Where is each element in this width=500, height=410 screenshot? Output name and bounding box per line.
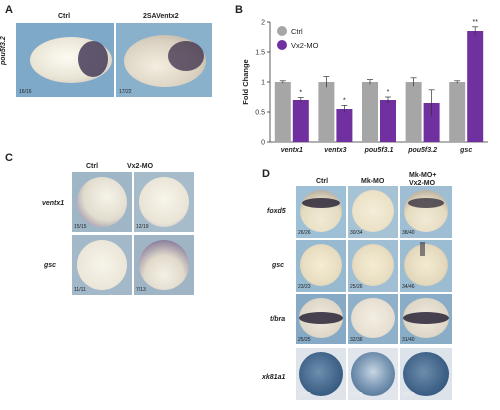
panel-c-image-ventx1-ctrl: 15/15: [72, 172, 132, 232]
panel-c-image-gsc-vx2mo: 7/13: [134, 235, 194, 295]
panel-d-gene-tbra: t/bra: [270, 316, 286, 323]
panel-d-image-tbra-ctrl: 25/25: [296, 294, 346, 344]
legend-label-ctrl: Ctrl: [291, 27, 303, 36]
panel-d-count-foxd5-ctrl: 26/26: [298, 230, 311, 236]
y-tick-label: 1: [261, 80, 265, 87]
y-tick-label: 1.5: [255, 50, 265, 57]
fold-change-chart: 0 0.5 1 1.5 2 Fold Change * ventx1 * ventx3 * pou5f…: [241, 19, 488, 154]
panel-d-count-tbra-mkmo-vx2mo: 31/40: [402, 337, 415, 343]
significance-mark: **: [472, 19, 478, 26]
x-category-label: pou5f3.2: [407, 147, 437, 154]
panel-d-letter: D: [262, 168, 270, 180]
panel-a-count-ctrl: 16/16: [19, 89, 32, 95]
x-category-label: ventx3: [324, 147, 346, 154]
panel-d-col-label-vx2mo: Vx2-MO: [409, 180, 436, 187]
panel-a-col-label-2saventx2: 2SAVentx2: [143, 13, 179, 20]
bar-vx2mo: [423, 103, 440, 142]
panel-d-image-foxd5-ctrl: 26/26: [296, 186, 346, 238]
panel-d-col-label-ctrl: Ctrl: [316, 178, 329, 185]
panel-c-col-label-vx2mo: Vx2-MO: [127, 163, 154, 170]
panel-d-count-tbra-ctrl: 25/25: [298, 337, 311, 343]
panel-d-count-xk81a1-mkmo-vx2mo: 29/54: [402, 392, 415, 398]
panel-d-count-gsc-mkmo: 25/26: [350, 284, 363, 290]
bar-ctrl: [362, 82, 378, 142]
panel-d-gene-gsc: gsc: [272, 262, 285, 269]
y-tick-label: 0: [261, 140, 265, 147]
panel-d-count-gsc-ctrl: 23/23: [298, 284, 311, 290]
panel-c-col-label-ctrl: Ctrl: [86, 163, 99, 170]
bar-vx2mo: [467, 31, 484, 142]
panel-d-col-label-mkmo-plus: Mk-MO+: [409, 172, 437, 179]
panel-c-count-ventx1-vx2mo: 12/19: [136, 224, 149, 230]
bar-vx2mo: [380, 100, 396, 142]
panel-a-gene-label: pou5f3.2: [0, 36, 7, 65]
panel-c-count-gsc-vx2mo: 7/13: [136, 287, 146, 293]
panel-d-image-xk81a1-mkmo-vx2mo: 29/54: [400, 348, 452, 400]
bar-vx2mo: [292, 100, 309, 142]
panel-d-count-xk81a1-mkmo: 37/39: [350, 392, 363, 398]
panel-c-count-gsc-ctrl: 11/11: [74, 287, 86, 293]
panel-d-image-xk81a1-ctrl: 27/27: [296, 348, 346, 400]
significance-mark: *: [343, 97, 346, 104]
panel-d-gene-xk81a1: xk81a1: [262, 374, 286, 381]
panel-d-gene-foxd5: foxd5: [267, 208, 286, 215]
bar-ctrl: [274, 82, 291, 142]
panel-c-gene-ventx1: ventx1: [42, 200, 65, 207]
panel-a-letter: A: [5, 4, 13, 16]
bar-ctrl: [449, 82, 466, 142]
y-tick-label: 2: [261, 20, 265, 27]
panel-a-image-ctrl: 16/16: [16, 23, 114, 97]
panel-d-count-tbra-mkmo: 32/36: [350, 337, 363, 343]
panel-d-image-tbra-mkmo-vx2mo: 31/40: [400, 294, 452, 344]
panel-c-count-ventx1-ctrl: 15/15: [74, 224, 87, 230]
panel-c-image-ventx1-vx2mo: 12/19: [134, 172, 194, 232]
legend-marker-ctrl: [277, 26, 287, 36]
panel-d-image-tbra-mkmo: 32/36: [348, 294, 398, 344]
panel-d-image-foxd5-mkmo-vx2mo: 38/40: [400, 186, 452, 238]
bar-ctrl: [405, 82, 422, 142]
legend-label-vx2mo: Vx2-MO: [291, 41, 319, 50]
panel-a-count-2saventx2: 17/22: [119, 89, 132, 95]
significance-mark: *: [387, 89, 390, 96]
panel-c-letter: C: [5, 152, 13, 164]
panel-d-count-gsc-mkmo-vx2mo: 34/46: [402, 284, 415, 290]
x-category-label: pou5f3.1: [364, 147, 394, 154]
panel-d-image-gsc-ctrl: 23/23: [296, 240, 346, 292]
x-category-label: gsc: [459, 147, 472, 154]
bar-vx2mo: [336, 109, 353, 142]
panel-d-col-label-mkmo: Mk-MO: [361, 178, 385, 185]
panel-a-col-label-ctrl: Ctrl: [58, 13, 71, 20]
panel-c-image-gsc-ctrl: 11/11: [72, 235, 132, 295]
y-tick-label: 0.5: [255, 110, 265, 117]
y-axis-label: Fold Change: [241, 59, 250, 104]
legend-marker-vx2mo: [277, 40, 287, 50]
panel-d-image-gsc-mkmo: 25/26: [348, 240, 398, 292]
panel-a-image-2saventx2: 17/22: [116, 23, 212, 97]
panel-c-gene-gsc: gsc: [44, 262, 57, 269]
panel-d-image-gsc-mkmo-vx2mo: 34/46: [400, 240, 452, 292]
bar-ctrl: [318, 82, 335, 142]
panel-d-image-xk81a1-mkmo: 37/39: [348, 348, 398, 400]
panel-b-letter: B: [235, 4, 243, 16]
x-category-label: ventx1: [281, 147, 303, 154]
panel-d-count-xk81a1-ctrl: 27/27: [298, 392, 311, 398]
panel-d-count-foxd5-mkmo: 30/34: [350, 230, 363, 236]
panel-d-count-foxd5-mkmo-vx2mo: 38/40: [402, 230, 415, 236]
significance-mark: *: [299, 90, 302, 97]
panel-d-image-foxd5-mkmo: 30/34: [348, 186, 398, 238]
